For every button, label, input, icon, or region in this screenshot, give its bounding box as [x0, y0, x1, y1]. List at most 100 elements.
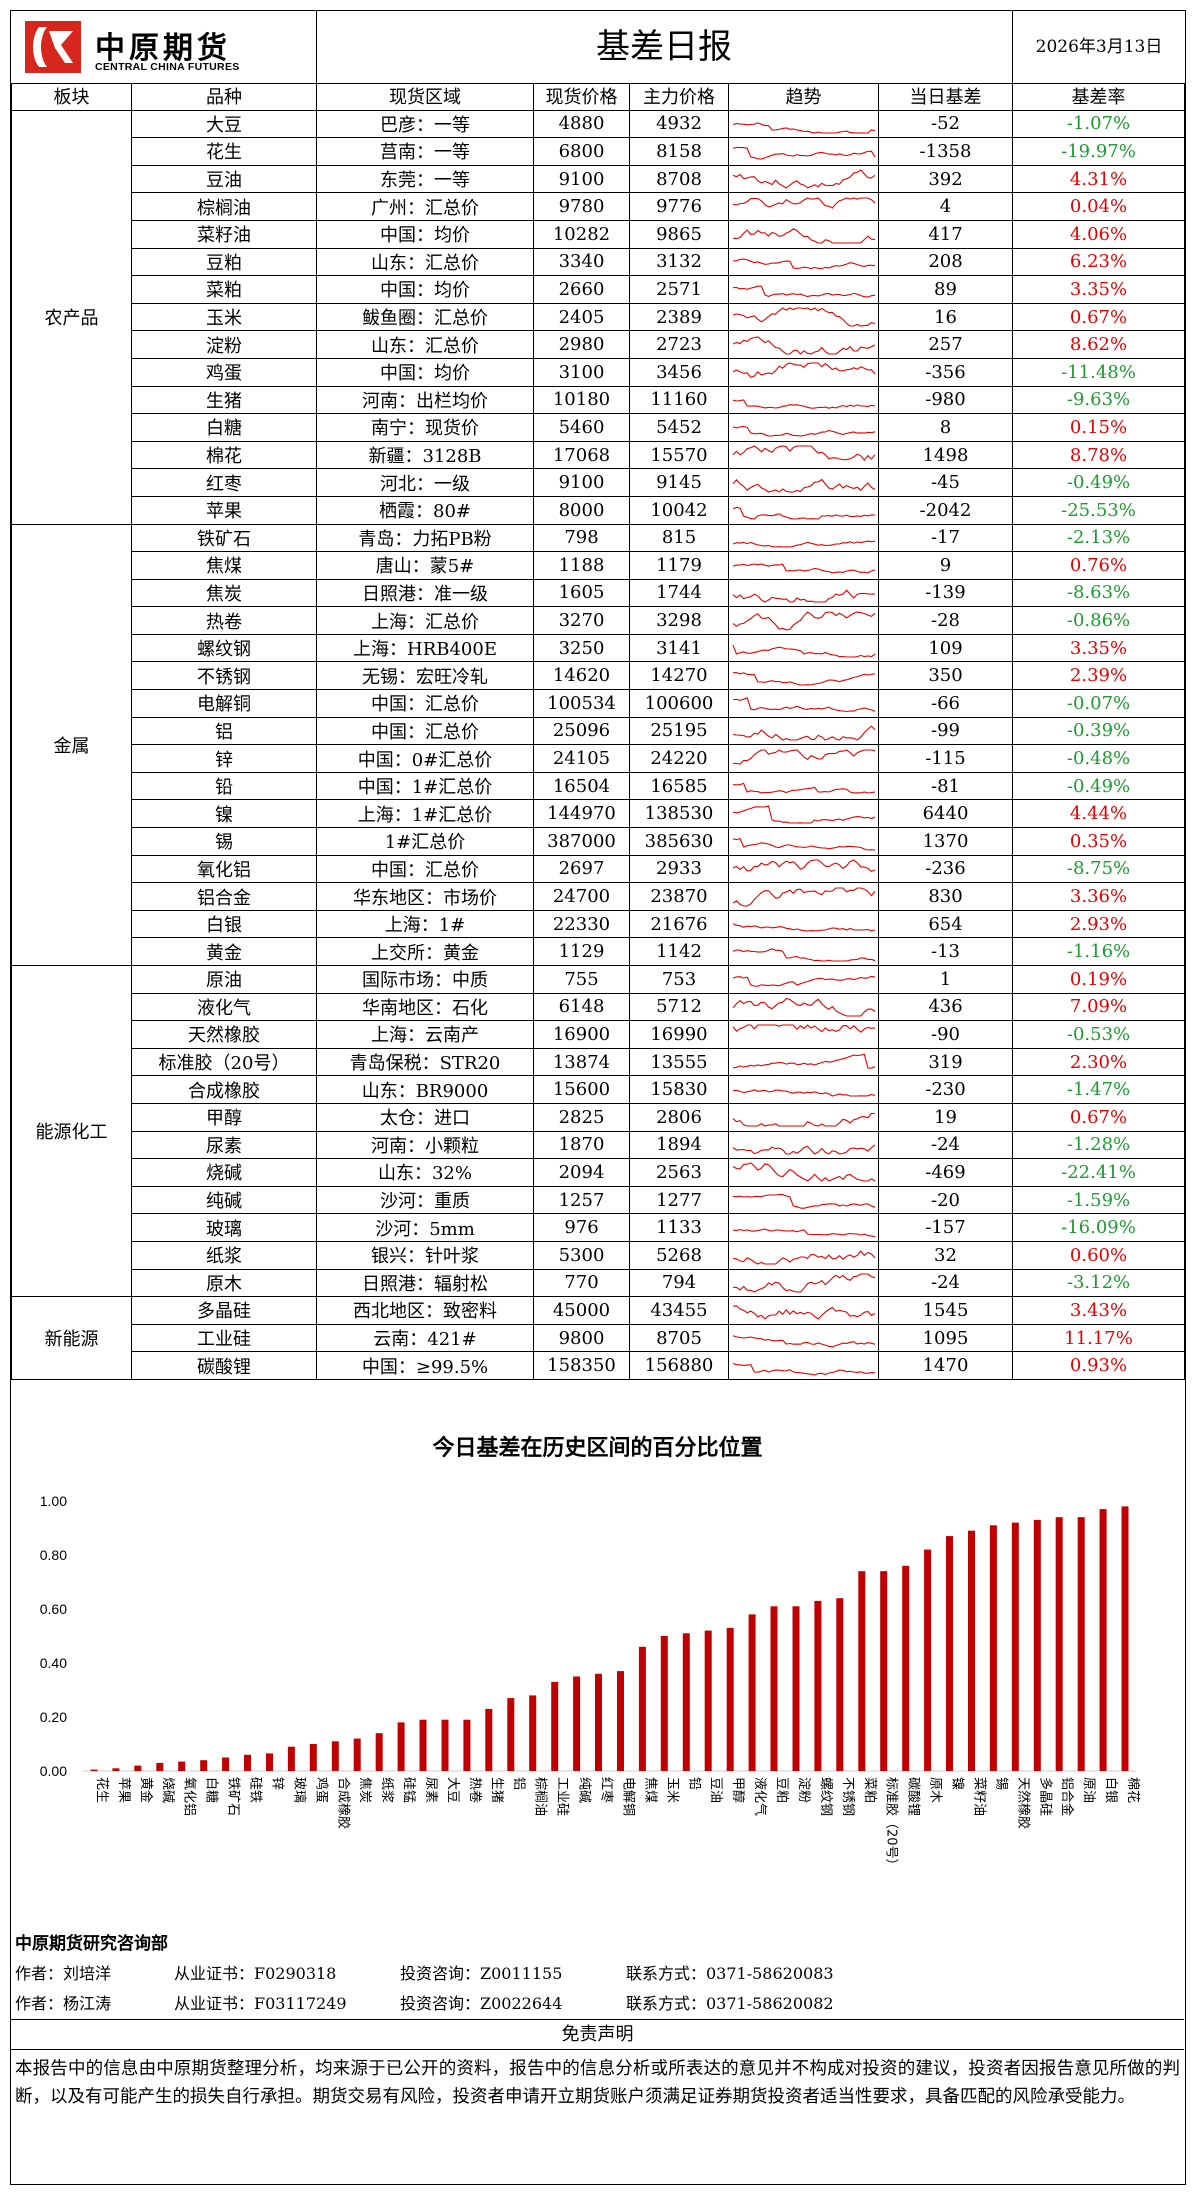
spot-price-cell: 25096	[533, 717, 630, 746]
region-cell: 上海：云南产	[316, 1020, 534, 1049]
spot-price-cell: 158350	[533, 1351, 630, 1380]
main-price-cell: 753	[629, 965, 729, 994]
basis-cell: 392	[878, 165, 1013, 194]
table-row: 金属 铁矿石 青岛：力拓PB粉 798 815 -17 -2.13%	[11, 524, 1185, 966]
spot-price-cell: 3250	[533, 634, 630, 663]
trend-sparkline	[732, 1088, 876, 1097]
x-tick-label: 白糖	[204, 1777, 220, 1803]
chart-bar	[529, 1695, 537, 1771]
main-price-cell: 3132	[629, 248, 729, 277]
x-tick-label: 苹果	[116, 1777, 131, 1803]
y-tick-label: 1.00	[40, 1493, 67, 1509]
main-price-cell: 14270	[629, 661, 729, 691]
basis-rate-cell: -1.47%	[1012, 1075, 1185, 1104]
basis-cell: 208	[878, 248, 1013, 277]
basis-cell: -45	[878, 468, 1013, 497]
trend-cell	[728, 220, 879, 249]
trend-cell	[728, 965, 879, 994]
report-title: 基差日报	[596, 27, 732, 67]
basis-cell: 1	[878, 965, 1013, 994]
trend-cell	[728, 855, 879, 884]
region-cell: 广州：汇总价	[316, 192, 534, 221]
trend-line	[732, 258, 876, 270]
chart-bar	[792, 1606, 800, 1771]
trend-line	[732, 1088, 876, 1097]
spot-price-cell: 4880	[533, 110, 630, 139]
region-cell: 华东地区：市场价	[316, 882, 534, 911]
main-price-cell: 8708	[629, 165, 729, 194]
region-cell: 青岛保税：STR20	[316, 1048, 534, 1077]
spot-price-cell: 3270	[533, 606, 630, 635]
trend-cell	[728, 330, 879, 359]
table-row: 能源化工 原油 国际市场：中质 755 753 1 0.19%	[11, 965, 1185, 1298]
table-row: 天然橡胶 上海：云南产 16900 16990 -90 -0.53%	[12, 1020, 1185, 1049]
basis-rate-cell: 2.30%	[1012, 1048, 1185, 1077]
main-price-cell: 2806	[629, 1103, 729, 1132]
basis-cell: 16	[878, 303, 1013, 332]
spot-price-cell: 387000	[533, 827, 630, 856]
x-tick-label: 液化气	[752, 1777, 768, 1816]
x-tick-label: 工业硅	[555, 1777, 570, 1816]
x-tick-label: 合成橡胶	[335, 1777, 351, 1829]
table-row: 苹果 栖霞：80# 8000 10042 -2042 -25.53%	[12, 496, 1185, 525]
spot-price-cell: 2980	[533, 330, 630, 359]
trend-cell	[728, 413, 879, 442]
table-row: 铝合金 华东地区：市场价 24700 23870 830 3.36%	[12, 882, 1185, 911]
basis-cell: -24	[878, 1131, 1013, 1160]
region-cell: 莒南：一等	[316, 137, 534, 166]
spot-price-cell: 15600	[533, 1075, 630, 1104]
region-cell: 巴彦：一等	[316, 110, 534, 139]
x-tick-label: 氧化铝	[182, 1777, 197, 1816]
trend-cell	[728, 744, 879, 773]
x-tick-label: 红枣	[599, 1777, 615, 1803]
col-header-spot: 现货价格	[533, 83, 630, 111]
x-tick-label: 原油	[1081, 1777, 1096, 1803]
trend-cell	[728, 634, 879, 663]
main-price-cell: 3456	[629, 358, 729, 387]
chart-bar	[880, 1571, 888, 1771]
trend-sparkline	[732, 725, 876, 741]
table-row: 白银 上海：1# 22330 21676 654 2.93%	[12, 910, 1185, 939]
x-tick-label: 纯碱	[577, 1777, 592, 1803]
trend-line	[732, 1362, 876, 1376]
product-cell: 玉米	[131, 303, 317, 332]
spot-price-cell: 3340	[533, 248, 630, 277]
basis-rate-cell: -16.09%	[1012, 1213, 1185, 1242]
main-price-cell: 1894	[629, 1131, 729, 1160]
basis-rate-cell: -8.63%	[1012, 579, 1185, 608]
basis-rate-cell: -11.48%	[1012, 358, 1185, 387]
product-cell: 铁矿石	[131, 524, 317, 553]
region-cell: 河南：小颗粒	[316, 1131, 534, 1160]
spot-price-cell: 13874	[533, 1048, 630, 1077]
region-cell: 华南地区：石化	[316, 993, 534, 1022]
table-row: 纯碱 沙河：重质 1257 1277 -20 -1.59%	[12, 1186, 1185, 1215]
chart-bar	[134, 1765, 142, 1771]
x-tick-label: 锡	[993, 1777, 1008, 1790]
table-row: 玉米 鲅鱼圈：汇总价 2405 2389 16 0.67%	[12, 303, 1185, 332]
product-cell: 甲醇	[131, 1103, 317, 1132]
basis-rate-cell: 4.06%	[1012, 220, 1185, 249]
main-price-cell: 5712	[629, 993, 729, 1022]
table-row: 碳酸锂 中国：≥99.5% 158350 156880 1470 0.93%	[12, 1351, 1185, 1380]
spot-price-cell: 1870	[533, 1131, 630, 1160]
basis-cell: -2042	[878, 496, 1013, 525]
basis-rate-cell: -9.63%	[1012, 386, 1185, 415]
chart-bar	[112, 1768, 120, 1771]
percentile-chart: 今日基差在历史区间的百分比位置 0.00 0.20 0.40 0.60 0.80 1.00…	[11, 1394, 1184, 1914]
author-consult: 投资咨询：Z0022644	[400, 1994, 563, 2013]
main-price-cell: 9776	[629, 192, 729, 221]
report-header: 中原期货 CENTRAL CHINA FUTURES 基差日报 2026年3月1…	[11, 11, 1184, 84]
trend-line	[732, 228, 876, 244]
product-cell: 鸡蛋	[131, 358, 317, 387]
trend-sparkline	[732, 228, 876, 244]
trend-sparkline	[732, 589, 876, 603]
table-row: 螺纹钢 上海：HRB400E 3250 3141 109 3.35%	[12, 634, 1185, 663]
spot-price-cell: 16504	[533, 772, 630, 801]
trend-sparkline	[732, 1024, 876, 1034]
chart-bar	[441, 1719, 449, 1771]
region-cell: 沙河：5mm	[316, 1213, 534, 1242]
trend-line	[732, 362, 876, 379]
trend-sparkline	[732, 478, 876, 493]
table-row: 红枣 河北：一级 9100 9145 -45 -0.49%	[12, 468, 1185, 497]
main-price-cell: 138530	[629, 799, 729, 829]
